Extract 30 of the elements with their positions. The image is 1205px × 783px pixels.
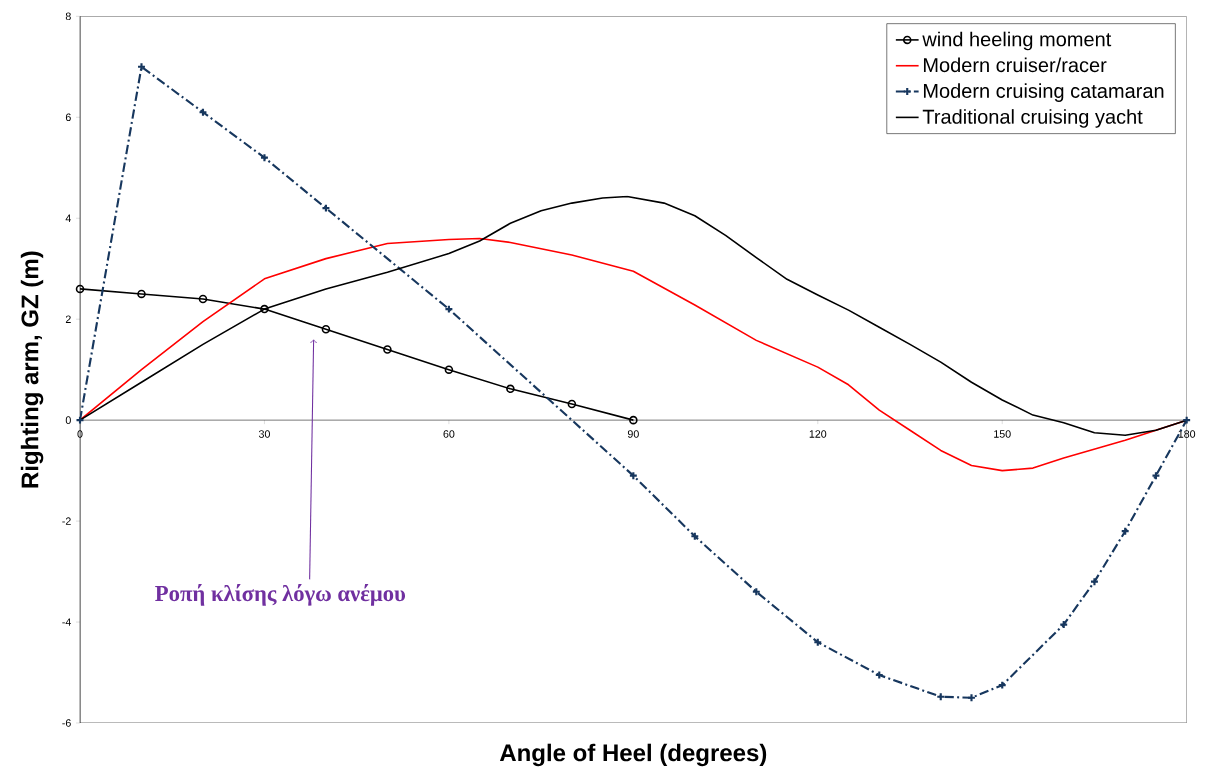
legend-label: Modern cruising catamaran	[923, 83, 1164, 102]
x-tick-label: 30	[258, 430, 270, 438]
x-tick-label: 60	[443, 430, 455, 438]
x-axis-title: Angle of Heel (degrees)	[499, 743, 767, 767]
point	[137, 289, 146, 299]
y-tick-label: -4	[62, 618, 71, 626]
x-tick-label: 0	[77, 430, 83, 438]
y-tick-label: 2	[65, 315, 71, 323]
point	[260, 304, 269, 314]
point	[567, 399, 577, 409]
y-tick-label: -6	[62, 719, 71, 727]
y-tick-label: 6	[65, 113, 71, 122]
x-tick-label: 180	[1178, 430, 1196, 438]
point	[321, 325, 331, 334]
annotation: Ροπή κλίσης λόγω ανέμου	[155, 584, 406, 606]
y-tick-label: 0	[65, 416, 71, 424]
x-tick-label: 120	[809, 430, 827, 438]
x-tick-label: 150	[994, 430, 1011, 438]
point	[506, 384, 515, 394]
point	[383, 345, 392, 354]
x-tick-label: 90	[627, 430, 639, 438]
y-tick-label: -2	[62, 517, 71, 525]
y-axis-title: Righting arm, GZ (m)	[20, 251, 44, 488]
legend-label: wind heeling moment	[922, 31, 1112, 51]
legend-label: Traditional cruising yacht	[922, 109, 1143, 128]
y-tick-label: 8	[65, 12, 71, 21]
y-tick-label: 4	[65, 214, 71, 222]
point	[198, 294, 208, 304]
point	[444, 365, 454, 374]
legend-label: Modern cruiser/racer	[923, 57, 1107, 73]
